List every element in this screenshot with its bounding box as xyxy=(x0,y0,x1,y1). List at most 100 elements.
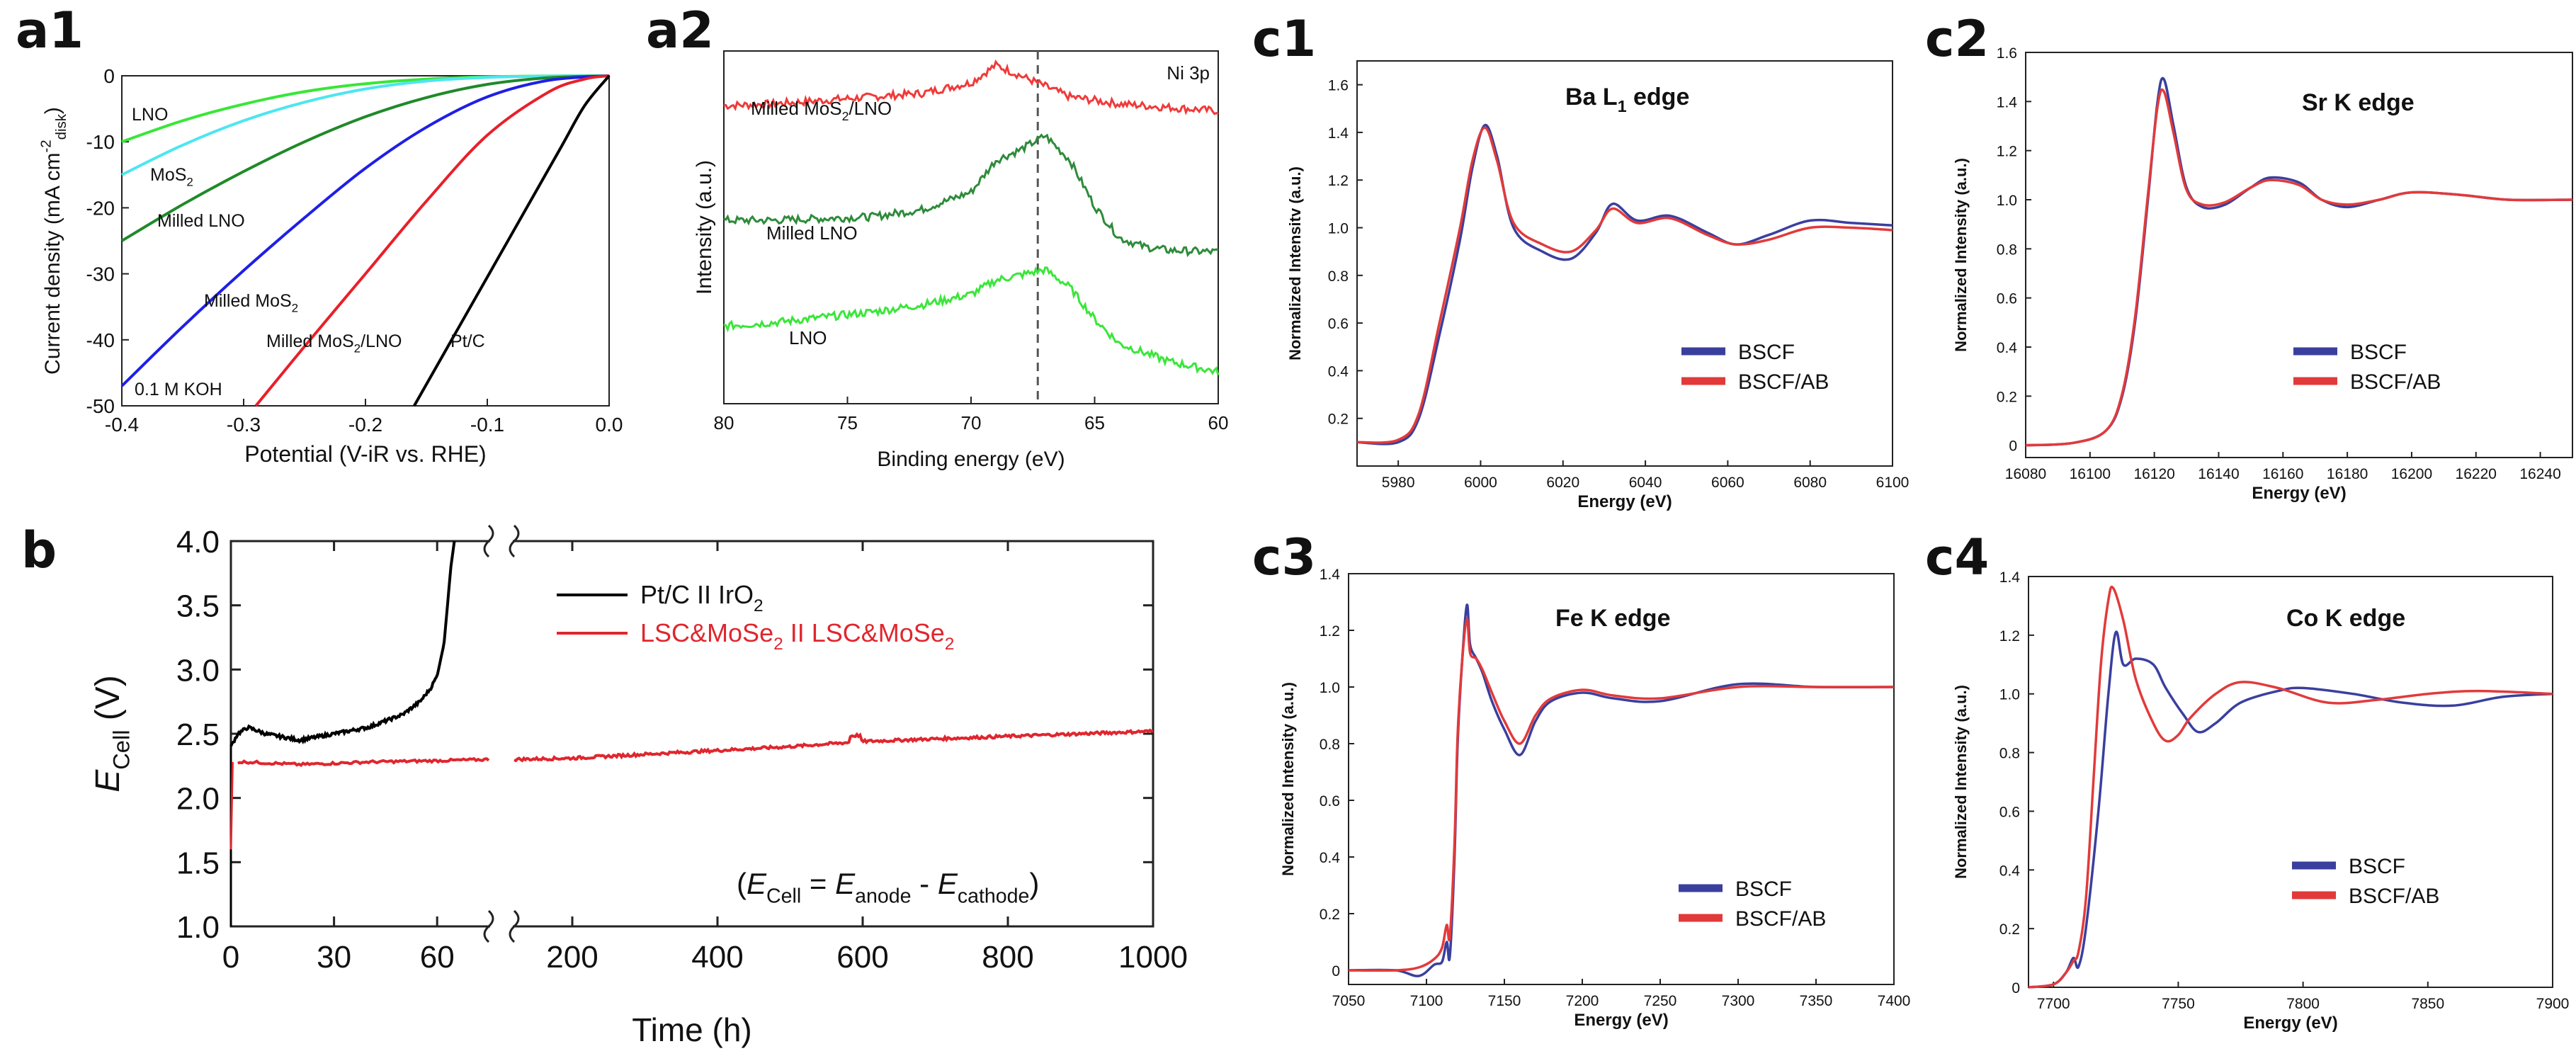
c4-y-tick-label: 0.6 xyxy=(1999,804,2020,820)
a1-series-line xyxy=(120,74,610,242)
c2-y-tick-label: 1.4 xyxy=(1997,94,2018,110)
c1-x-tick-label: 5980 xyxy=(1382,475,1415,491)
c4-y-tick-label: 1.4 xyxy=(1999,569,2021,586)
c2-y-tick-label: 0.2 xyxy=(1997,389,2017,405)
c4-y-tick-label: 0.8 xyxy=(1999,746,2020,762)
c1-y-tick-label: 0.6 xyxy=(1328,316,1349,332)
a2-x-tick-label: 60 xyxy=(1208,412,1229,433)
a1-y-tick-label: -20 xyxy=(86,197,115,219)
b-y-tick-label: 2.0 xyxy=(176,782,220,817)
c4-x-tick-label: 7800 xyxy=(2286,996,2320,1012)
b-x-tick-label: 200 xyxy=(546,940,598,975)
c2-y-tick-label: 0 xyxy=(2009,438,2017,455)
b-axis-break-mark xyxy=(509,909,520,943)
a1-x-axis-label: Potential (V-iR vs. RHE) xyxy=(244,441,486,467)
c2-x-axis-label: Energy (eV) xyxy=(2252,484,2346,503)
c4-series-line xyxy=(2028,585,2553,989)
c2-title: Sr K edge xyxy=(2302,89,2415,116)
c3-y-tick-label: 1.4 xyxy=(1320,567,1341,583)
panel-label-a1: a1 xyxy=(16,1,84,59)
a2-corner-label: Ni 3p xyxy=(1167,62,1210,84)
c2-y-tick-label: 1.0 xyxy=(1997,193,2017,209)
b-x-axis-label: Time (h) xyxy=(632,1011,752,1048)
c2-legend-label: BSCF/AB xyxy=(2350,370,2441,394)
a1-annotation: 0.1 M KOH xyxy=(135,380,222,399)
c1-y-axis-label: Normalized Intensitv (a.u.) xyxy=(1286,166,1304,360)
a1-x-tick-label: -0.1 xyxy=(470,414,504,436)
c3-x-tick-label: 7350 xyxy=(1800,993,1833,1009)
c2-x-tick-label: 16080 xyxy=(2005,466,2046,482)
chart-c4: 7700 7750 7800 7850 7900 0 0.2 0.4 0.6 0.8 1.0 1.2 1… xyxy=(1952,569,2569,1033)
c2-x-tick-label: 16160 xyxy=(2262,466,2303,482)
c4-plot-frame xyxy=(2028,576,2553,988)
b-axis-break-mark xyxy=(483,909,494,943)
c3-x-tick-label: 7400 xyxy=(1878,993,1911,1009)
panel-label-b: b xyxy=(21,521,57,579)
c3-y-tick-label: 1.0 xyxy=(1320,680,1340,696)
b-x-tick-label: 1000 xyxy=(1118,940,1188,975)
b-y-tick-label: 2.5 xyxy=(176,717,220,752)
a1-x-tick-label: -0.3 xyxy=(227,414,261,436)
c4-x-tick-label: 7700 xyxy=(2037,996,2070,1012)
c2-legend-label: BSCF xyxy=(2350,341,2407,364)
a2-x-tick-label: 75 xyxy=(837,412,858,433)
c1-x-tick-label: 6040 xyxy=(1629,475,1662,491)
c4-legend-label: BSCF xyxy=(2349,855,2405,878)
b-axis-break-mark xyxy=(483,524,494,558)
a1-series-line xyxy=(121,74,610,176)
c2-y-tick-label: 0.8 xyxy=(1997,242,2017,258)
a2-series-line xyxy=(723,59,1219,115)
a2-y-axis-label: Intensity (a.u.) xyxy=(693,160,716,295)
chart-c3: 7050 7100 7150 7200 7250 7300 7350 7400 0 0.2 0.4 0… xyxy=(1279,567,1910,1030)
b-series-line-lsc xyxy=(237,756,490,767)
b-y-axis-label: ECell (V) xyxy=(89,675,134,793)
panel-label-c1: c1 xyxy=(1252,10,1317,68)
c2-x-tick-label: 16200 xyxy=(2391,466,2432,482)
c2-y-tick-label: 0.4 xyxy=(1997,340,2018,356)
c4-x-axis-label: Energy (eV) xyxy=(2243,1014,2337,1033)
c4-series-line xyxy=(2028,630,2553,989)
c3-x-tick-label: 7250 xyxy=(1644,993,1677,1009)
c4-y-tick-label: 1.2 xyxy=(1999,628,2020,645)
b-x-tick-label: 0 xyxy=(222,940,239,975)
c2-x-tick-label: 16240 xyxy=(2519,466,2560,482)
a1-series-line xyxy=(121,74,610,144)
c1-series-line xyxy=(1356,126,1893,444)
c2-x-tick-label: 16220 xyxy=(2456,466,2497,482)
panel-label-c3: c3 xyxy=(1252,528,1317,586)
c1-x-axis-label: Energy (eV) xyxy=(1577,492,1672,511)
c1-x-tick-label: 6060 xyxy=(1711,475,1744,491)
c2-series-line xyxy=(2025,76,2573,447)
c2-x-tick-label: 16140 xyxy=(2198,466,2239,482)
c2-y-tick-label: 1.6 xyxy=(1997,45,2017,62)
a1-series-label: Milled MoS2 xyxy=(204,291,298,315)
b-x-tick-label: 600 xyxy=(836,940,888,975)
a2-x-axis-label: Binding energy (eV) xyxy=(877,448,1065,471)
c2-y-tick-label: 0.6 xyxy=(1997,291,2017,307)
c1-x-tick-label: 6000 xyxy=(1464,475,1497,491)
c4-y-axis-label: Normalized Intensity (a.u.) xyxy=(1952,685,1970,879)
c2-x-tick-label: 16120 xyxy=(2133,466,2174,482)
chart-a1: -0.4 -0.3 -0.2 -0.1 0.0 -50 -40 -30 -20 -10 0 Poten… xyxy=(38,65,623,467)
c1-legend-label: BSCF xyxy=(1738,341,1795,364)
c3-title: Fe K edge xyxy=(1555,605,1670,632)
a2-x-tick-label: 80 xyxy=(714,412,734,433)
a2-series-line xyxy=(723,133,1219,258)
a1-series-line xyxy=(413,74,611,407)
c1-title: Ba L1 edge xyxy=(1565,84,1689,115)
a1-y-tick-label: -40 xyxy=(86,329,115,351)
c2-y-tick-label: 1.2 xyxy=(1997,144,2017,160)
a1-series-line xyxy=(120,74,610,387)
a2-x-tick-label: 65 xyxy=(1084,412,1105,433)
c3-plot-frame xyxy=(1348,573,1895,985)
c3-x-tick-label: 7150 xyxy=(1488,993,1521,1009)
b-y-tick-label: 3.0 xyxy=(176,653,220,688)
b-legend-label-ptc: Pt/C II IrO2 xyxy=(640,580,764,615)
c3-x-tick-label: 7300 xyxy=(1722,993,1755,1009)
c1-y-tick-label: 0.8 xyxy=(1328,268,1349,285)
b-axis-break-mark xyxy=(509,524,520,558)
b-y-tick-label: 4.0 xyxy=(176,525,220,560)
a1-y-tick-label: -30 xyxy=(86,263,115,285)
a1-y-tick-label: -10 xyxy=(86,131,115,153)
